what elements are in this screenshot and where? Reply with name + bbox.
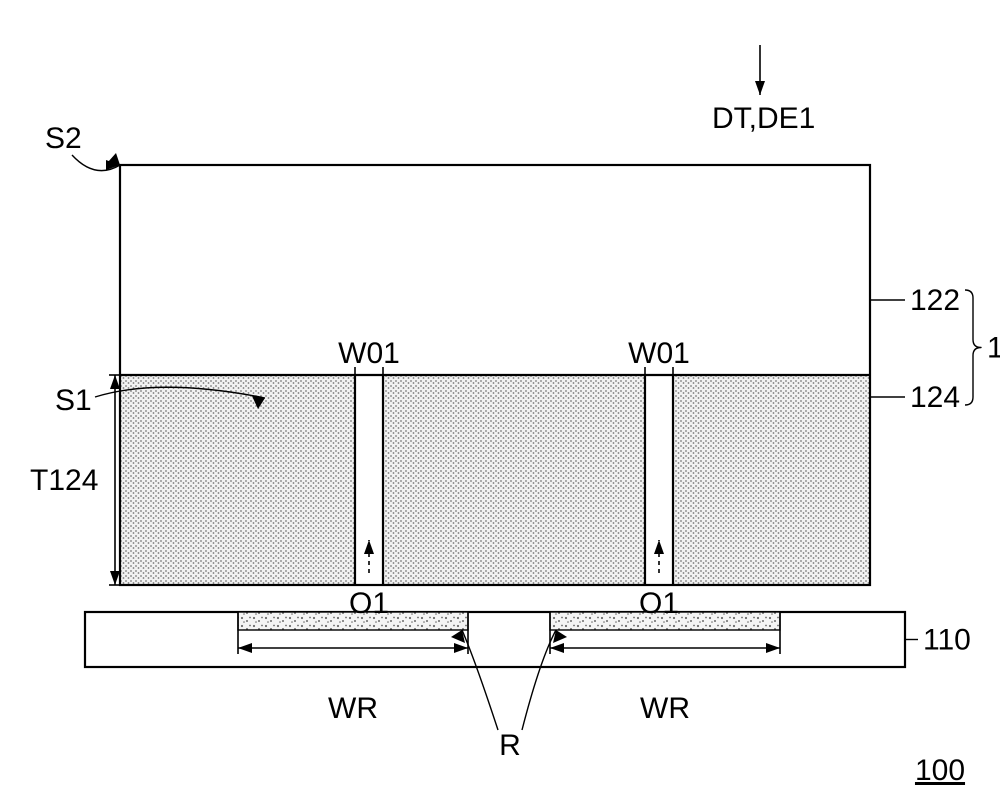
label-w01-left: W01: [338, 337, 400, 370]
figure-root: S2 DT,DE1 W01 W01 122 124 120 S1 T124 O1 O1 110 WR WR…: [30, 45, 1000, 787]
label-s2: S2: [45, 122, 82, 155]
label-s1: S1: [55, 384, 92, 417]
layer-124-segment: [383, 375, 645, 585]
label-figure-number: 100: [915, 754, 965, 787]
label-o1: O1: [639, 587, 679, 620]
label-124: 124: [910, 381, 960, 414]
layer-124-segment: [673, 375, 870, 585]
label-dt-de1: DT,DE1: [712, 102, 815, 135]
substrate-110: [85, 612, 905, 667]
diagram-canvas: S2 DT,DE1 W01 W01 122 124 120 S1 T124 O1 O1 110 WR WR…: [0, 0, 1000, 798]
label-o1: O1: [349, 587, 389, 620]
label-122: 122: [910, 284, 960, 317]
label-r: R: [499, 729, 521, 762]
label-wr-right: WR: [640, 692, 690, 725]
brace-120: [965, 290, 981, 405]
label-w01-right: W01: [628, 337, 690, 370]
label-110: 110: [923, 624, 971, 657]
label-t124: T124: [30, 464, 98, 497]
upper-structure: [120, 165, 870, 585]
label-wr-left: WR: [328, 692, 378, 725]
label-120: 120: [987, 332, 1000, 365]
layer-124-segment: [120, 375, 355, 585]
lower-structure: [85, 612, 905, 667]
